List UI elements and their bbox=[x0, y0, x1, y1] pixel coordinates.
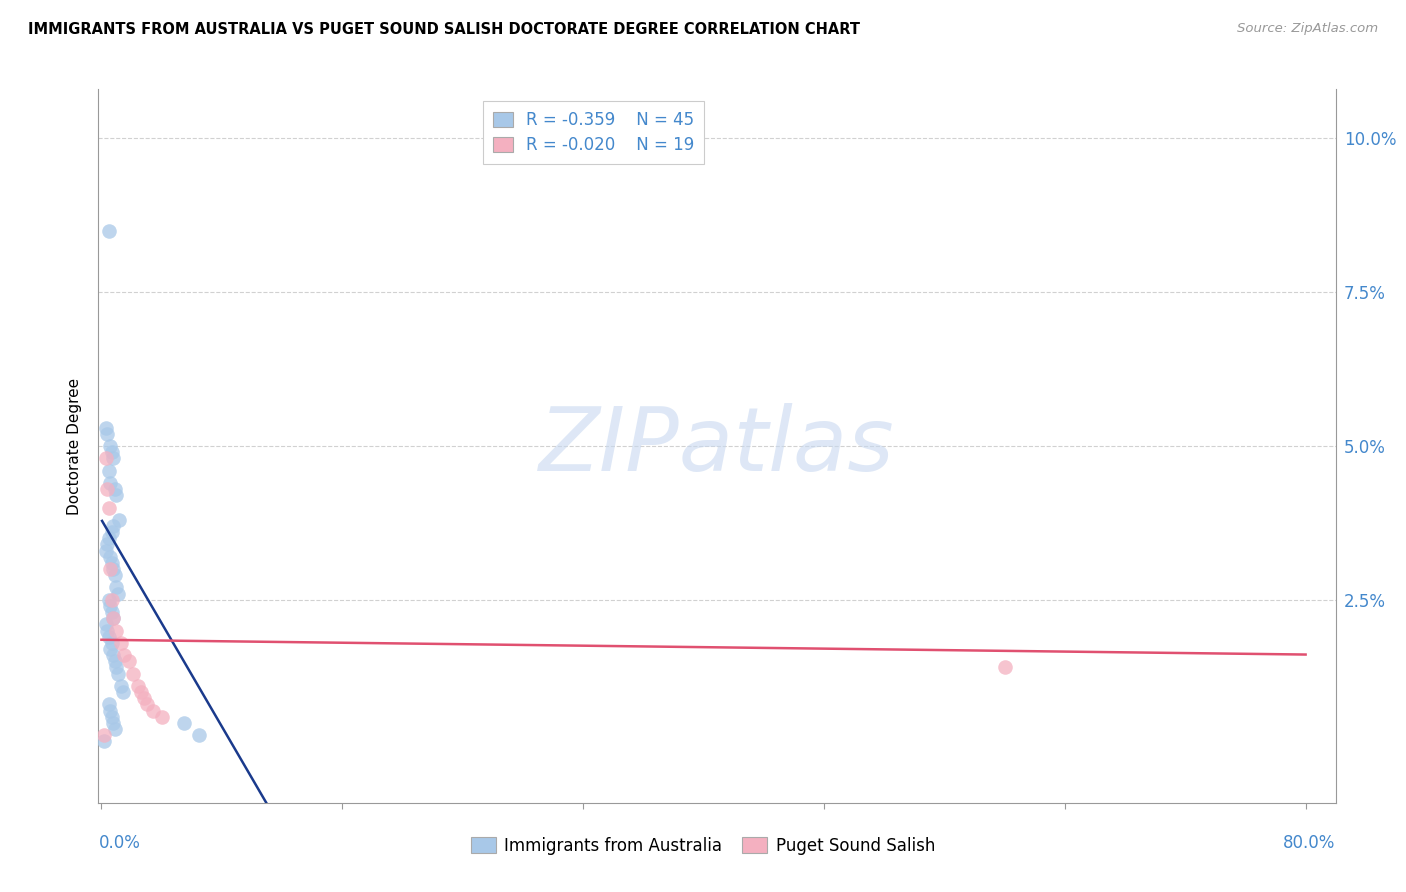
Text: Source: ZipAtlas.com: Source: ZipAtlas.com bbox=[1237, 22, 1378, 36]
Point bbox=[112, 648, 135, 662]
Point bbox=[117, 654, 139, 668]
Point bbox=[100, 562, 122, 576]
Point bbox=[100, 549, 122, 564]
Point bbox=[100, 475, 122, 490]
Point bbox=[96, 537, 118, 551]
Point bbox=[103, 611, 125, 625]
Text: 0.0%: 0.0% bbox=[98, 834, 141, 852]
Point bbox=[103, 648, 125, 662]
Point bbox=[103, 562, 125, 576]
Y-axis label: Doctorate Degree: Doctorate Degree bbox=[67, 377, 83, 515]
Point bbox=[100, 599, 122, 613]
Legend: R = -0.359    N = 45, R = -0.020    N = 19: R = -0.359 N = 45, R = -0.020 N = 19 bbox=[482, 101, 704, 164]
Text: 80.0%: 80.0% bbox=[1284, 834, 1336, 852]
Point bbox=[173, 715, 195, 730]
Point bbox=[101, 445, 124, 459]
Text: IMMIGRANTS FROM AUSTRALIA VS PUGET SOUND SALISH DOCTORATE DEGREE CORRELATION CHA: IMMIGRANTS FROM AUSTRALIA VS PUGET SOUND… bbox=[28, 22, 860, 37]
Point bbox=[94, 420, 117, 434]
Point bbox=[110, 679, 132, 693]
Point bbox=[96, 482, 118, 496]
Point bbox=[104, 568, 127, 582]
Point bbox=[101, 605, 124, 619]
Point bbox=[122, 666, 145, 681]
Point bbox=[97, 698, 120, 712]
Point bbox=[993, 660, 1015, 674]
Point bbox=[97, 464, 120, 478]
Point bbox=[108, 513, 131, 527]
Point bbox=[105, 488, 128, 502]
Point bbox=[97, 531, 120, 545]
Point bbox=[101, 636, 124, 650]
Point bbox=[101, 709, 124, 723]
Point bbox=[97, 500, 120, 515]
Point bbox=[107, 666, 129, 681]
Point bbox=[101, 556, 124, 570]
Point bbox=[150, 709, 173, 723]
Point bbox=[100, 642, 122, 657]
Point bbox=[111, 685, 134, 699]
Point bbox=[107, 587, 129, 601]
Point bbox=[142, 704, 165, 718]
Point bbox=[96, 426, 118, 441]
Point bbox=[103, 611, 125, 625]
Point bbox=[103, 715, 125, 730]
Point bbox=[110, 636, 132, 650]
Point bbox=[105, 624, 128, 638]
Point bbox=[105, 660, 128, 674]
Text: ZIPatlas: ZIPatlas bbox=[540, 403, 894, 489]
Point bbox=[103, 519, 125, 533]
Point bbox=[94, 451, 117, 466]
Point bbox=[104, 722, 127, 736]
Point bbox=[135, 698, 157, 712]
Point bbox=[93, 728, 115, 742]
Point bbox=[94, 543, 117, 558]
Point bbox=[93, 734, 115, 748]
Point bbox=[132, 691, 155, 706]
Point bbox=[96, 624, 118, 638]
Point bbox=[104, 654, 127, 668]
Point bbox=[100, 439, 122, 453]
Legend: Immigrants from Australia, Puget Sound Salish: Immigrants from Australia, Puget Sound S… bbox=[464, 830, 942, 862]
Point bbox=[101, 525, 124, 540]
Point bbox=[97, 630, 120, 644]
Point bbox=[94, 617, 117, 632]
Point bbox=[104, 482, 127, 496]
Point bbox=[103, 451, 125, 466]
Point bbox=[100, 704, 122, 718]
Point bbox=[188, 728, 211, 742]
Point bbox=[105, 581, 128, 595]
Point bbox=[101, 592, 124, 607]
Point bbox=[129, 685, 152, 699]
Point bbox=[97, 592, 120, 607]
Point bbox=[97, 224, 120, 238]
Point bbox=[127, 679, 149, 693]
